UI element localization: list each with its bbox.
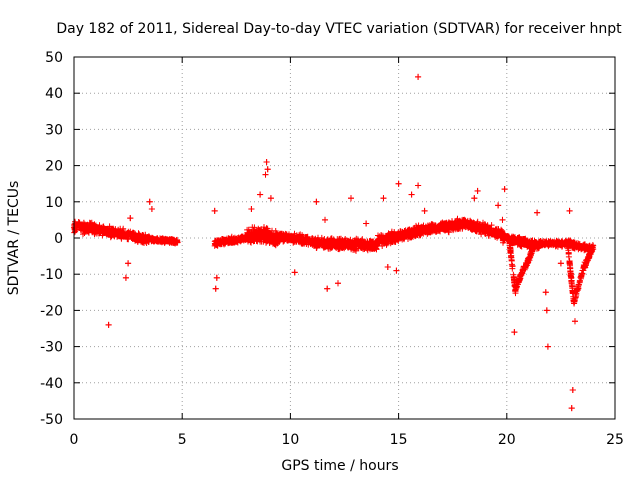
x-axis-label: GPS time / hours: [281, 458, 398, 474]
outlier-point: [421, 207, 428, 214]
x-tick-label: 25: [606, 432, 624, 448]
outlier-point: [415, 182, 422, 189]
outlier-point: [262, 171, 269, 178]
outlier-point: [408, 191, 415, 198]
x-tick-label: 10: [281, 432, 299, 448]
outlier-point: [267, 195, 274, 202]
outlier-point: [501, 186, 508, 193]
outlier-point: [557, 260, 564, 267]
outlier-point: [566, 207, 573, 214]
outlier-point: [571, 318, 578, 325]
outlier-point: [471, 195, 478, 202]
outlier-point: [569, 387, 576, 394]
outlier-point: [211, 207, 218, 214]
y-tick-label: 20: [45, 159, 63, 175]
x-tick-label: 0: [70, 432, 79, 448]
outlier-point: [335, 280, 342, 287]
outlier-point: [542, 289, 549, 296]
y-tick-label: 40: [45, 86, 63, 102]
outlier-point: [264, 166, 271, 173]
outlier-point: [105, 321, 112, 328]
outlier-point: [213, 274, 220, 281]
outlier-point: [347, 195, 354, 202]
outlier-point: [393, 267, 400, 274]
outlier-point: [257, 191, 264, 198]
y-tick-label: 10: [45, 195, 63, 211]
outlier-point: [415, 73, 422, 80]
outlier-point: [291, 269, 298, 276]
outlier-point: [543, 307, 550, 314]
chart-title: Day 182 of 2011, Sidereal Day-to-day VTE…: [56, 21, 622, 37]
data-points: [71, 73, 597, 412]
outlier-point: [363, 220, 370, 227]
outlier-point: [384, 263, 391, 270]
y-tick-label: -30: [40, 340, 63, 356]
outlier-point: [146, 198, 153, 205]
y-tick-label: -50: [40, 412, 63, 428]
outlier-point: [127, 215, 134, 222]
x-tick-label: 20: [498, 432, 516, 448]
y-axis-label: SDTVAR / TECUs: [6, 181, 22, 296]
outlier-point: [575, 285, 582, 292]
y-tick-label: -40: [40, 376, 63, 392]
outlier-point: [313, 198, 320, 205]
outlier-point: [212, 285, 219, 292]
outlier-point: [495, 202, 502, 209]
outlier-point: [122, 274, 129, 281]
y-tick-label: 30: [45, 122, 63, 138]
outlier-point: [474, 187, 481, 194]
outlier-point: [125, 260, 132, 267]
outlier-point: [544, 343, 551, 350]
outlier-point: [324, 285, 331, 292]
plot-frame: [73, 56, 616, 420]
outlier-point: [499, 216, 506, 223]
outlier-point: [322, 216, 329, 223]
outlier-point: [568, 405, 575, 412]
y-tick-label: 50: [45, 50, 63, 66]
outlier-point: [511, 329, 518, 336]
outlier-point: [395, 180, 402, 187]
outlier-point: [380, 195, 387, 202]
outlier-point: [263, 158, 270, 165]
sdtvar-series-markers: [71, 73, 597, 412]
outlier-point: [148, 206, 155, 213]
y-tick-label: 0: [54, 231, 63, 247]
x-tick-label: 5: [178, 432, 187, 448]
y-tick-label: -10: [40, 267, 63, 283]
outlier-point: [534, 209, 541, 216]
y-tick-label: -20: [40, 303, 63, 319]
outlier-point: [248, 206, 255, 213]
x-tick-label: 15: [390, 432, 408, 448]
